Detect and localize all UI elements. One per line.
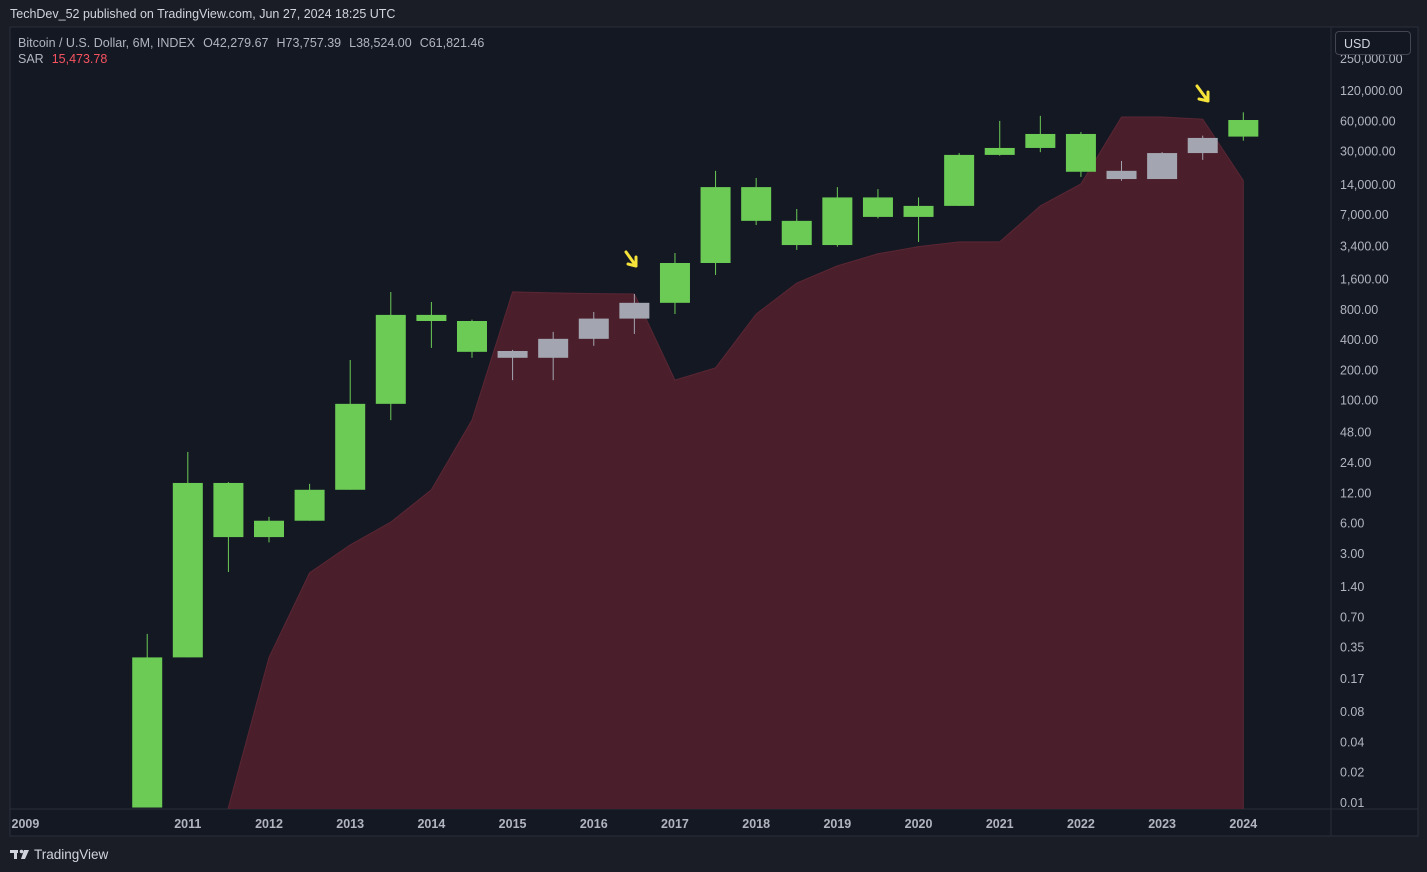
candle-body: [619, 302, 650, 319]
annotation-arrow: [624, 250, 638, 268]
ohlc-open: O42,279.67: [203, 36, 269, 50]
candle-body: [1228, 120, 1259, 137]
candle-body: [659, 262, 690, 303]
annotation-arrow: [1195, 84, 1210, 103]
candle-body: [944, 154, 975, 206]
y-tick-label: 250,000.00: [1340, 52, 1403, 66]
y-tick-label: 1.40: [1340, 580, 1364, 594]
plot-area: [132, 112, 1259, 809]
y-tick-label: 30,000.00: [1340, 145, 1396, 159]
ohlc-close: C61,821.46: [419, 36, 485, 50]
candle-body: [254, 520, 285, 538]
candle-body: [862, 197, 893, 217]
x-tick-label: 2009: [12, 817, 40, 831]
symbol-name: Bitcoin / U.S. Dollar, 6M, INDEX: [18, 36, 196, 50]
y-tick-label: 3.00: [1340, 547, 1364, 561]
y-tick-label: 3,400.00: [1340, 240, 1389, 254]
y-tick-label: 60,000.00: [1340, 114, 1396, 128]
y-tick-label: 0.70: [1340, 610, 1364, 624]
y-tick-label: 800.00: [1340, 303, 1378, 317]
indicator-value: 15,473.78: [51, 52, 108, 66]
y-tick-label: 0.17: [1340, 672, 1364, 686]
x-tick-label: 2024: [1229, 817, 1257, 831]
candle-body: [172, 482, 203, 658]
y-tick-label: 12.00: [1340, 486, 1371, 500]
x-tick-label: 2011: [174, 817, 201, 831]
candle-body: [538, 338, 569, 358]
candle-body: [1147, 153, 1178, 180]
sar-area: [227, 116, 1244, 809]
candle-body: [294, 489, 325, 521]
indicator-name: SAR: [18, 52, 44, 66]
candle-body: [903, 205, 934, 217]
price-axis: 250,000.00 120,000.00 60,000.00 30,000.00 14…: [1340, 52, 1403, 810]
candle-body: [456, 320, 487, 352]
candle-body: [335, 403, 366, 490]
y-tick-label: 200.00: [1340, 363, 1378, 377]
y-tick-label: 0.01: [1340, 796, 1364, 810]
y-tick-label: 7,000.00: [1340, 208, 1389, 222]
x-tick-label: 2023: [1148, 817, 1176, 831]
y-tick-label: 24.00: [1340, 456, 1371, 470]
x-tick-label: 2022: [1067, 817, 1095, 831]
y-tick-label: 0.35: [1340, 641, 1364, 655]
y-tick-label: 6.00: [1340, 517, 1364, 531]
y-tick-label: 14,000.00: [1340, 178, 1396, 192]
candle-body: [822, 197, 853, 246]
x-tick-label: 2015: [499, 817, 527, 831]
x-tick-label: 2020: [905, 817, 933, 831]
candle-body: [1187, 137, 1218, 154]
x-tick-label: 2018: [742, 817, 770, 831]
candle-body: [213, 482, 244, 538]
x-tick-label: 2021: [986, 817, 1014, 831]
x-tick-label: 2014: [417, 817, 445, 831]
x-tick-label: 2012: [255, 817, 283, 831]
tradingview-logo: [10, 849, 29, 859]
brand: TradingView: [34, 847, 109, 862]
x-tick-label: 2016: [580, 817, 608, 831]
candle-body: [497, 350, 528, 358]
x-tick-label: 2017: [661, 817, 689, 831]
y-tick-label: 0.04: [1340, 735, 1364, 749]
candle-body: [416, 314, 447, 321]
y-tick-label: 0.08: [1340, 705, 1364, 719]
ohlc-low: L38,524.00: [349, 36, 412, 50]
y-tick-label: 100.00: [1340, 394, 1378, 408]
y-tick-label: 48.00: [1340, 426, 1371, 440]
candle-body: [1025, 133, 1056, 148]
x-tick-label: 2019: [823, 817, 851, 831]
candle-body: [132, 657, 163, 808]
candle-body: [1106, 170, 1137, 180]
indicator-legend: SAR 15,473.78: [18, 52, 107, 66]
ohlc-high: H73,757.39: [276, 36, 342, 50]
candle-body: [1065, 133, 1096, 172]
publisher-line: TechDev_52 published on TradingView.com,…: [10, 7, 396, 21]
candle-body: [375, 314, 406, 404]
candle-body: [578, 318, 609, 339]
y-tick-label: 400.00: [1340, 333, 1378, 347]
y-tick-label: 0.02: [1340, 766, 1364, 780]
candle-body: [781, 220, 812, 246]
y-tick-label: 120,000.00: [1340, 84, 1403, 98]
currency-button[interactable]: USD: [1335, 31, 1411, 55]
symbol-legend: Bitcoin / U.S. Dollar, 6M, INDEX O42,279…: [18, 36, 484, 50]
candle-body: [700, 187, 731, 263]
time-axis: 2009 2011 2012 2013 2014 2015 2016 2017 2018 2019…: [12, 817, 1258, 831]
x-tick-label: 2013: [336, 817, 364, 831]
y-tick-label: 1,600.00: [1340, 273, 1389, 287]
candle-body: [741, 187, 772, 221]
candle-body: [984, 147, 1015, 155]
